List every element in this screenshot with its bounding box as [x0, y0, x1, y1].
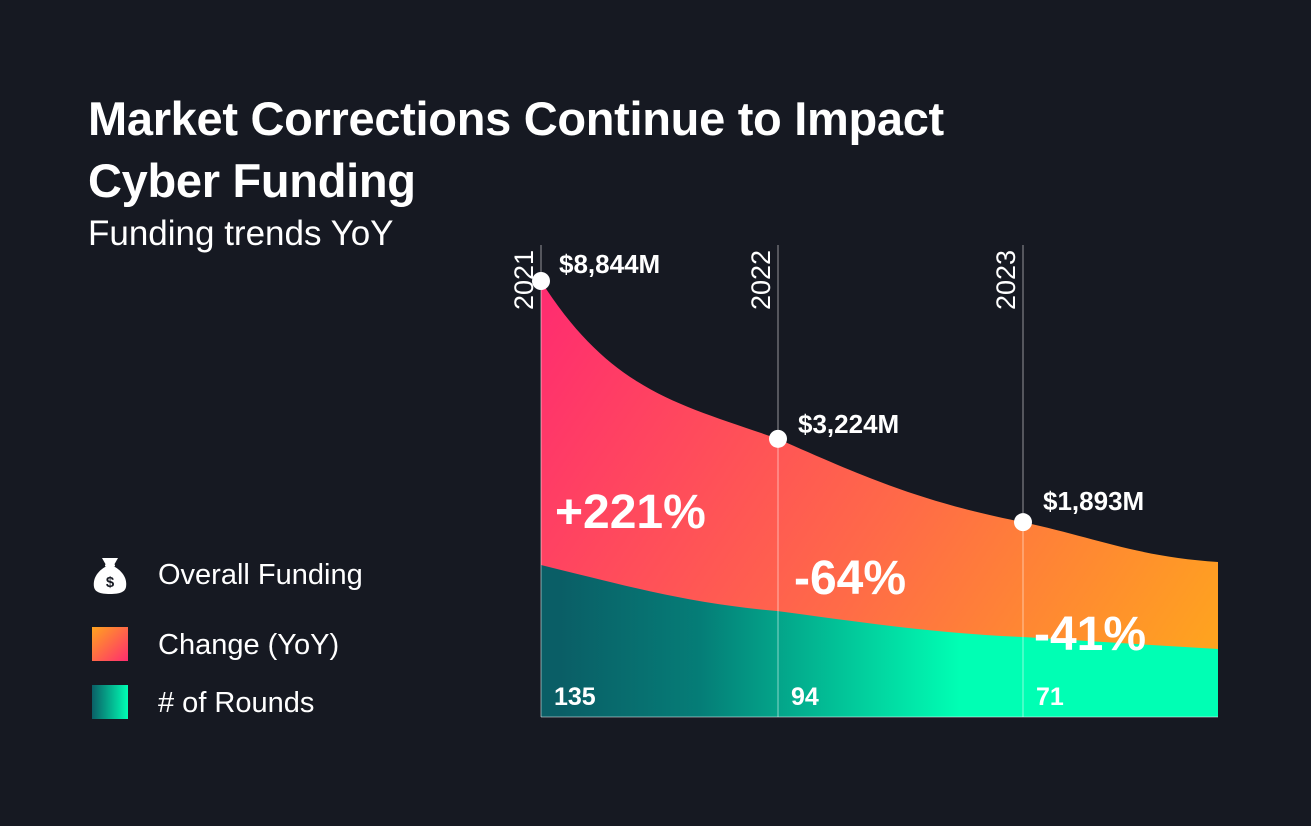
money-bag-icon: $ [93, 558, 127, 594]
funding-value-label: $1,893M [1043, 486, 1144, 516]
year-label-2023: 2023 [991, 250, 1021, 310]
rounds-swatch-icon [92, 685, 128, 719]
legend-label-change: Change (YoY) [158, 629, 340, 661]
chart-title: Market Corrections Continue to Impact Cy… [88, 92, 944, 207]
funding-point-2022 [769, 429, 787, 448]
funding-point-2021 [532, 272, 550, 290]
rounds-label: 71 [1036, 683, 1064, 711]
rounds-label: 135 [554, 683, 596, 711]
year-label-2022: 2022 [746, 250, 776, 310]
legend-label-rounds: # of Rounds [158, 687, 315, 719]
svg-text:$: $ [106, 574, 115, 591]
legend-label-overall-funding: Overall Funding [158, 559, 363, 591]
change-label: +221% [555, 486, 706, 539]
funding-value-label: $3,224M [798, 409, 899, 439]
funding-value-label: $8,844M [559, 249, 660, 279]
change-label: -64% [794, 552, 906, 605]
funding-point-2023 [1014, 513, 1032, 532]
change-label: -41% [1034, 608, 1146, 661]
change-swatch-icon [92, 627, 128, 661]
rounds-area [541, 565, 1218, 717]
chart-subtitle: Funding trends YoY [88, 214, 394, 253]
rounds-label: 94 [791, 683, 819, 711]
